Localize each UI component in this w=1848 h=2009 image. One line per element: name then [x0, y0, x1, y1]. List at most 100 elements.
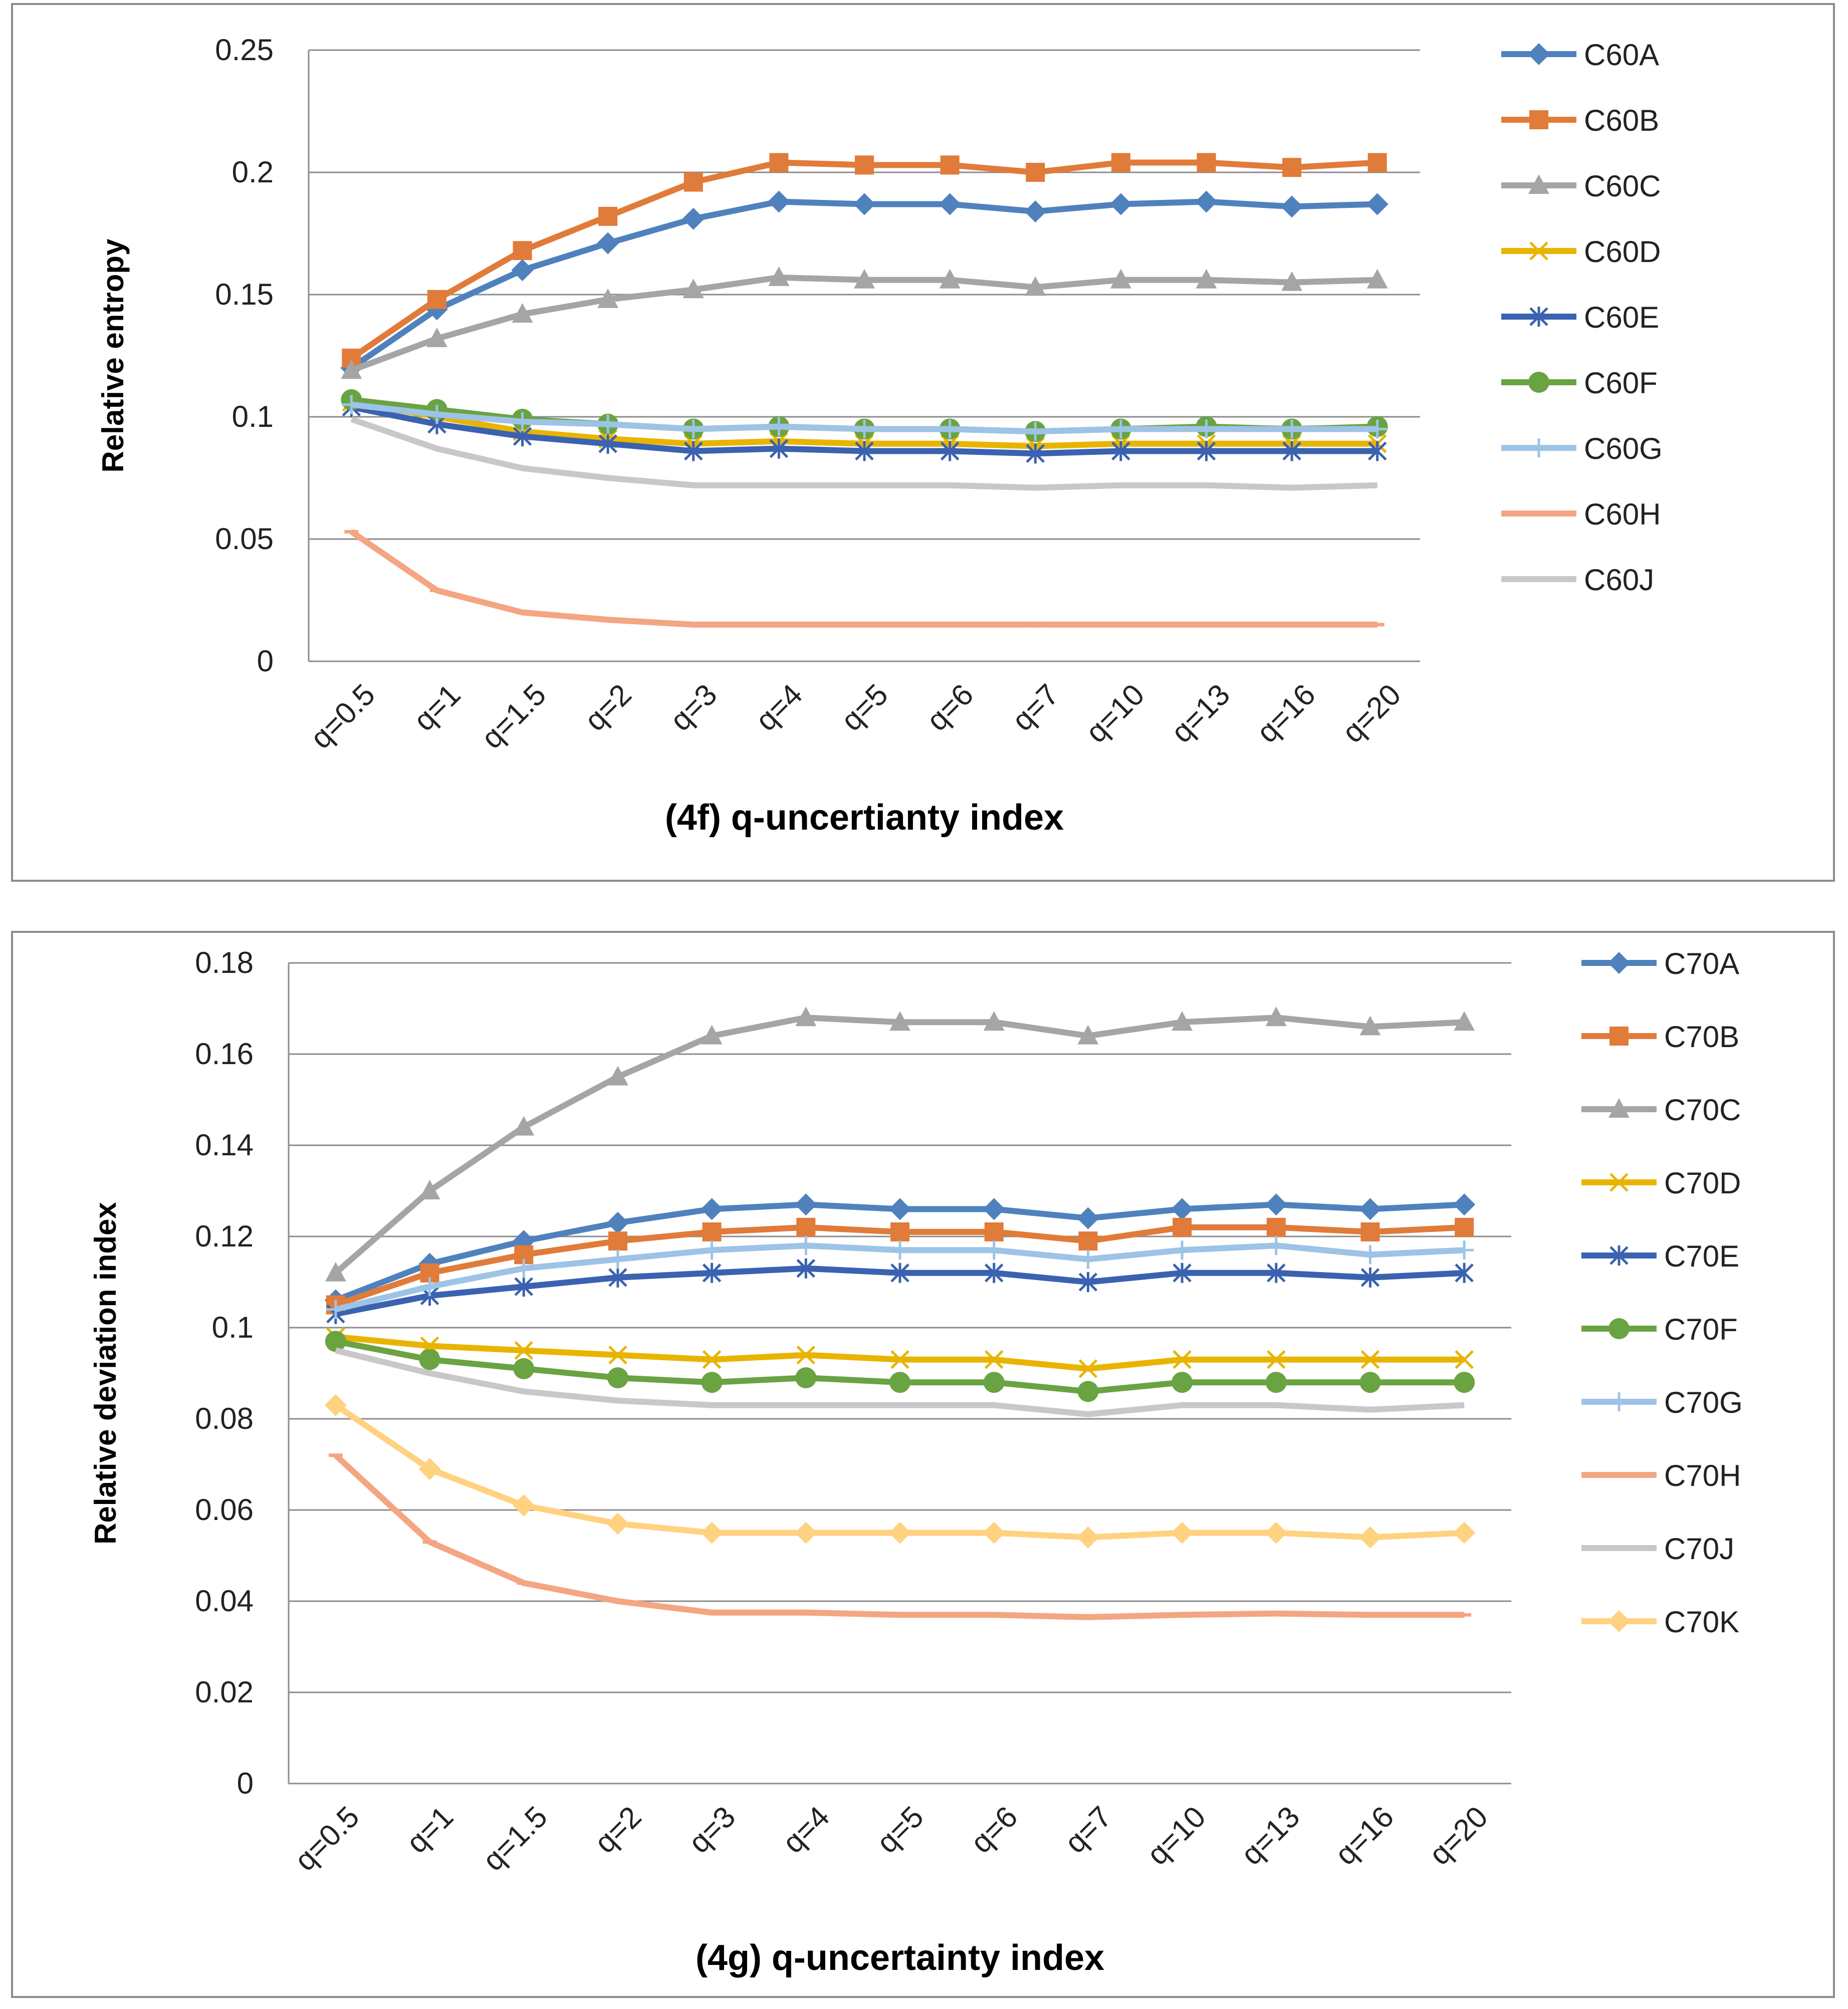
chart-4g-data-point-c70b — [1078, 1231, 1098, 1251]
chart-4f-data-point-c60a — [682, 207, 705, 230]
chart-4f-data-point-c60b — [1111, 153, 1130, 172]
chart-4f-x-tick-label: q=20 — [1335, 677, 1407, 749]
chart-4g-series-line-c70j — [335, 1347, 1465, 1417]
chart-4g-data-point-c70g — [1266, 1236, 1286, 1255]
chart-4g-x-tick-label: q=3 — [682, 1800, 742, 1859]
chart-4f-data-point-c60e — [1197, 441, 1216, 461]
chart-4f-data-point-c60b — [683, 172, 703, 192]
chart-4g-data-point-c70k — [1359, 1526, 1381, 1549]
chart-4g-data-point-c70a — [701, 1198, 723, 1220]
chart-4g-series-c70j — [335, 1347, 1465, 1417]
chart-4f-data-point-c60b — [1197, 153, 1216, 172]
chart-4f-data-point-c60c — [1110, 269, 1131, 289]
legend-label-c70a: C70A — [1664, 947, 1739, 980]
legend-item-c60f: C60F — [1501, 366, 1658, 400]
chart-4g-y-tick-label: 0.06 — [195, 1493, 254, 1527]
chart-4f-x-tick-label: q=5 — [834, 677, 894, 737]
chart-4g-x-tick-label: q=20 — [1423, 1800, 1494, 1871]
chart-4f-y-tick-label: 0 — [257, 644, 274, 678]
chart-4f-data-point-c60g — [683, 419, 703, 439]
chart-4f-x-tick-label: q=0.5 — [304, 677, 381, 755]
chart-4g-y-tick-label: 0.16 — [195, 1037, 254, 1071]
legend-marker-c70b — [1609, 1027, 1629, 1046]
chart-4f-data-point-c60e — [1026, 443, 1045, 464]
chart-4f-data-point-c60g — [427, 405, 446, 424]
chart-4g-data-point-c70g — [1173, 1240, 1192, 1260]
chart-4g-data-point-c70f — [1454, 1372, 1475, 1393]
legend-marker-c60g — [1529, 438, 1548, 457]
chart-4f-x-tick-label: q=16 — [1250, 677, 1322, 749]
legend-item-c60j: C60J — [1501, 563, 1654, 597]
chart-4g-data-point-c70g — [702, 1240, 722, 1260]
chart-4g-y-tick-label: 0.02 — [195, 1675, 254, 1709]
chart-4g-data-point-c70g — [608, 1249, 627, 1269]
chart-4g-data-point-c70e — [608, 1267, 627, 1288]
chart-4g-data-point-c70b — [1266, 1217, 1286, 1237]
chart-4g-y-tick-label: 0.08 — [195, 1402, 254, 1435]
chart-4g-series-c70c — [325, 1007, 1475, 1282]
legend-marker-c70f — [1608, 1318, 1630, 1339]
chart-4g-data-point-c70a — [1077, 1207, 1099, 1229]
chart-4g-data-point-c70f — [795, 1367, 817, 1389]
chart-4f-data-point-c60c — [512, 303, 533, 323]
chart-4g-x-tick-label: q=13 — [1235, 1800, 1306, 1871]
chart-4g-data-point-c70d — [796, 1345, 816, 1365]
chart-4f-data-point-c60g — [342, 395, 361, 414]
chart-4g-data-point-c70g — [890, 1240, 909, 1260]
chart-4g-data-point-c70e — [1360, 1267, 1380, 1288]
chart-4f-series-line-c60h — [349, 529, 1377, 628]
chart-4g-data-point-c70d — [984, 1350, 1004, 1369]
chart-4f-data-point-c60b — [427, 290, 446, 309]
chart-4g-data-point-c70k — [513, 1494, 535, 1517]
chart-4g-data-point-c70g — [420, 1277, 439, 1297]
legend-label-c60c: C60C — [1584, 169, 1661, 203]
chart-4g-data-point-c70f — [607, 1367, 628, 1389]
chart-4f-data-point-c60b — [598, 206, 618, 226]
chart-4g-series-c70d — [326, 1327, 1474, 1378]
chart-4g-data-point-c70a — [983, 1198, 1005, 1220]
chart-4f-data-point-c60c — [1281, 271, 1303, 291]
chart-4f-x-tick-label: q=1 — [407, 677, 467, 737]
chart-4f-data-point-c60c — [1366, 269, 1388, 289]
chart-4g-data-point-c70d — [1267, 1350, 1286, 1369]
chart-4g-series-c70b — [326, 1217, 1474, 1315]
chart-4f-data-point-c60g — [1367, 419, 1387, 439]
legend-item-c70h: C70H — [1581, 1459, 1741, 1492]
chart-4g-data-point-c70k — [1265, 1522, 1287, 1544]
chart-4f-data-point-c60g — [769, 417, 789, 436]
chart-4g-data-point-c70b — [984, 1222, 1004, 1241]
chart-4g-data-point-c70d — [1173, 1350, 1192, 1369]
legend-marker-c60f — [1528, 372, 1549, 393]
legend-marker-c70g — [1609, 1392, 1629, 1411]
chart-4f-data-point-c60e — [1367, 441, 1387, 461]
chart-4g-data-point-c70d — [1078, 1359, 1098, 1378]
chart-4f-series-line-c60b — [349, 159, 1378, 361]
chart-4g-data-point-c70k — [1453, 1522, 1476, 1544]
chart-4f-data-point-c60b — [1367, 153, 1387, 172]
chart-4f-data-point-c60a — [768, 190, 790, 213]
legend-label-c60h: C60H — [1584, 497, 1661, 531]
chart-4g-data-point-c70c — [1172, 1011, 1193, 1031]
chart-4g-data-point-c70c — [1454, 1011, 1475, 1031]
chart-4f-data-point-c60c — [768, 266, 790, 286]
chart-4g-x-tick-label: q=10 — [1140, 1800, 1212, 1871]
legend-item-c70a: C70A — [1581, 947, 1739, 980]
chart-4g-data-point-c70c — [1359, 1016, 1381, 1036]
chart-4g-x-tick-label: q=2 — [588, 1800, 647, 1859]
legend-item-c60a: C60A — [1501, 38, 1659, 72]
chart-4f-data-point-c60a — [1195, 190, 1218, 213]
legend-label-c70k: C70K — [1664, 1605, 1739, 1639]
chart-4f-data-point-c60g — [940, 419, 960, 439]
chart-4g-data-point-c70e — [1078, 1272, 1098, 1292]
chart-4f-data-point-c60c — [1025, 276, 1046, 296]
chart-4g-data-point-c70g — [1078, 1249, 1098, 1269]
chart-4g-data-point-c70a — [1453, 1193, 1476, 1216]
chart-4f-data-point-c60e — [769, 438, 789, 459]
chart-4f-x-tick-label: q=2 — [578, 677, 638, 737]
chart-4g-data-point-c70g — [1360, 1245, 1380, 1265]
legend-item-c70k: C70K — [1581, 1605, 1739, 1639]
legend-item-c70c: C70C — [1581, 1093, 1741, 1127]
chart-4f-x-axis-title: (4f) q-uncertianty index — [665, 798, 1064, 838]
chart-4g-data-point-c70c — [795, 1007, 817, 1027]
legend-item-c60c: C60C — [1501, 169, 1661, 203]
